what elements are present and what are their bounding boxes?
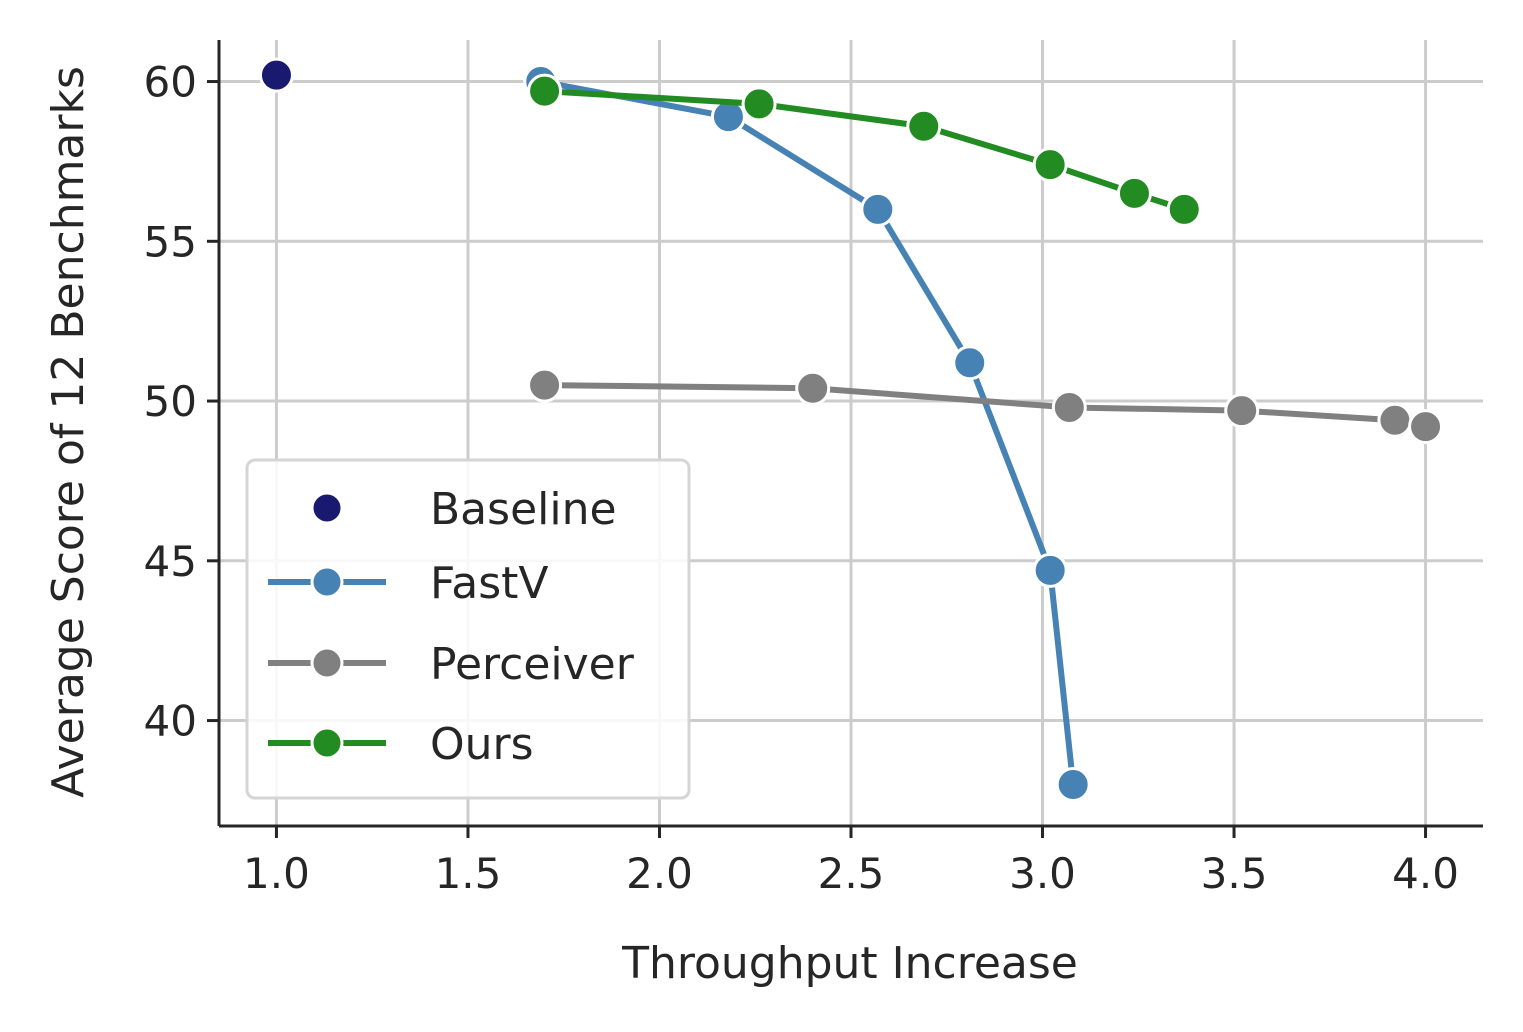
x-ticks: 1.0 1.5 2.0 2.5 3.0 3.5 4.0 bbox=[243, 826, 1459, 898]
perceiver-point bbox=[1224, 393, 1260, 429]
x-tick-label: 1.0 bbox=[243, 849, 310, 898]
legend-item-fastv: FastV bbox=[268, 558, 549, 609]
ours-line bbox=[541, 88, 1188, 213]
x-tick-label: 4.0 bbox=[1392, 849, 1459, 898]
fastv-point bbox=[1032, 552, 1068, 588]
legend-box bbox=[245, 458, 691, 800]
ours-point bbox=[1032, 147, 1068, 183]
perceiver-point bbox=[1408, 409, 1444, 445]
legend-swatch-marker bbox=[310, 491, 344, 525]
legend-item-baseline: Baseline bbox=[310, 484, 617, 535]
y-tick-label: 55 bbox=[144, 217, 197, 266]
y-tick-label: 60 bbox=[144, 58, 197, 107]
fastv-line bbox=[537, 78, 1077, 788]
legend-item-perceiver: Perceiver bbox=[268, 639, 635, 690]
perceiver-point bbox=[1377, 402, 1413, 438]
perceiver-point bbox=[527, 367, 563, 403]
ours-point bbox=[741, 86, 777, 122]
y-axis-label: Average Score of 12 Benchmarks bbox=[43, 66, 94, 798]
y-tick-label: 45 bbox=[144, 537, 197, 586]
x-tick-label: 3.0 bbox=[1009, 849, 1076, 898]
perceiver-point bbox=[1051, 389, 1087, 425]
legend-label: Ours bbox=[430, 719, 534, 770]
baseline-point bbox=[258, 57, 294, 93]
fastv-point bbox=[1055, 766, 1091, 802]
x-tick-label: 3.5 bbox=[1201, 849, 1268, 898]
legend-swatch-marker bbox=[310, 565, 344, 599]
ours-point bbox=[1116, 175, 1152, 211]
perceiver-series bbox=[527, 367, 1444, 445]
legend-label: Perceiver bbox=[430, 639, 635, 690]
ours-point bbox=[1166, 191, 1202, 227]
grid-lines bbox=[219, 40, 1483, 826]
legend-label: FastV bbox=[430, 558, 549, 609]
ours-series bbox=[527, 73, 1202, 227]
ours-point bbox=[527, 73, 563, 109]
legend-item-ours: Ours bbox=[268, 719, 534, 770]
fastv-point bbox=[952, 345, 988, 381]
legend: Baseline FastV Perceiver Ours bbox=[245, 458, 691, 800]
series-group bbox=[258, 57, 1444, 802]
y-tick-label: 40 bbox=[144, 697, 197, 746]
y-tick-label: 50 bbox=[144, 377, 197, 426]
x-tick-label: 2.0 bbox=[626, 849, 693, 898]
legend-swatch-marker bbox=[310, 646, 344, 680]
x-tick-label: 1.5 bbox=[435, 849, 502, 898]
y-ticks: 40 45 50 55 60 bbox=[144, 58, 219, 746]
fastv-point bbox=[860, 191, 896, 227]
legend-swatch-marker bbox=[310, 726, 344, 760]
x-tick-label: 2.5 bbox=[818, 849, 885, 898]
x-axis-label: Throughput Increase bbox=[621, 938, 1078, 989]
baseline-series bbox=[258, 57, 294, 93]
ours-point bbox=[906, 108, 942, 144]
legend-label: Baseline bbox=[430, 484, 617, 535]
perceiver-point bbox=[795, 370, 831, 406]
